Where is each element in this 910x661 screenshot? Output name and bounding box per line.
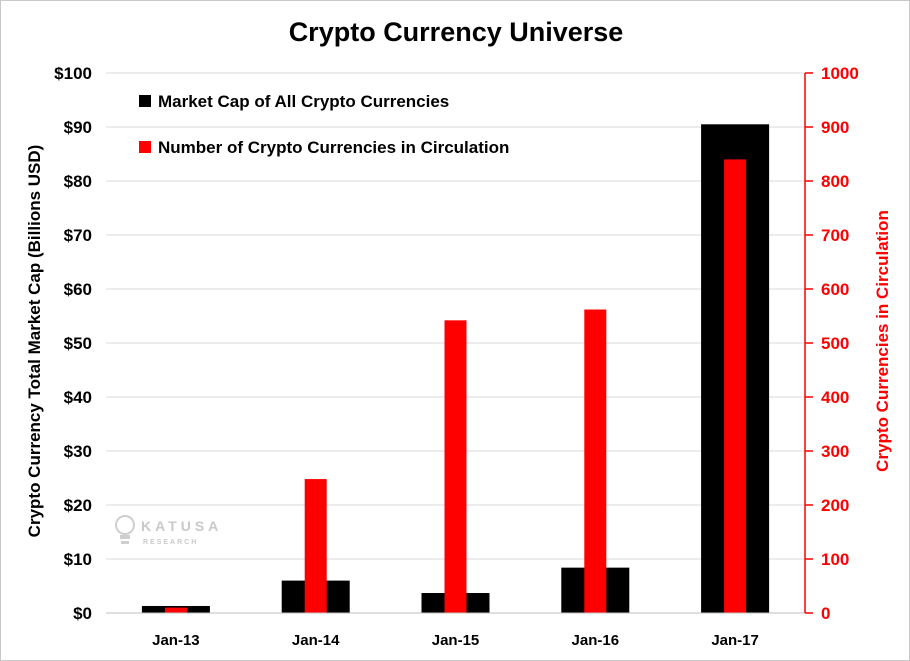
- legend-label-market-cap: Market Cap of All Crypto Currencies: [158, 92, 449, 111]
- y-tick-label: $50: [64, 334, 92, 353]
- y2-tick-label: 700: [821, 226, 849, 245]
- watermark: KATUSA RESEARCH: [115, 515, 222, 546]
- bar-number-of-currencies: [304, 479, 327, 613]
- legend-swatch-market-cap: [139, 95, 151, 107]
- y2-tick-label: 1000: [821, 64, 859, 83]
- bar-number-of-currencies: [164, 607, 187, 613]
- legend-item-market-cap: Market Cap of All Crypto Currencies: [139, 92, 449, 111]
- chart-title: Crypto Currency Universe: [289, 17, 624, 47]
- legend-swatch-number-of-currencies: [139, 141, 151, 153]
- bar-number-of-currencies: [584, 309, 607, 613]
- y2-tick-label: 900: [821, 118, 849, 137]
- y2-tick-label: 200: [821, 496, 849, 515]
- x-tick-label: Jan-15: [432, 632, 480, 649]
- y-tick-label: $70: [64, 226, 92, 245]
- y-tick-label: $10: [64, 550, 92, 569]
- y-tick-label: $40: [64, 388, 92, 407]
- y-tick-label: $80: [64, 172, 92, 191]
- y-tick-label: $30: [64, 442, 92, 461]
- y2-tick-label: 300: [821, 442, 849, 461]
- y2-axis-title: Crypto Currencies in Circulation: [873, 210, 892, 472]
- x-tick-label: Jan-16: [572, 632, 620, 649]
- y-tick-label: $20: [64, 496, 92, 515]
- lightbulb-icon: [115, 515, 135, 544]
- y-tick-label: $0: [73, 604, 92, 623]
- x-tick-label: Jan-14: [292, 632, 340, 649]
- axes: [106, 72, 813, 614]
- legend: Market Cap of All Crypto Currencies Numb…: [139, 92, 509, 157]
- y2-tick-label: 600: [821, 280, 849, 299]
- y2-tick-label: 0: [821, 604, 830, 623]
- y-tick-label: $90: [64, 118, 92, 137]
- bar-number-of-currencies: [724, 159, 747, 613]
- y2-tick-label: 100: [821, 550, 849, 569]
- legend-item-number-of-currencies: Number of Crypto Currencies in Circulati…: [139, 138, 509, 157]
- tick-labels: $0 0 $10 100 $20 200 $30 300 $40 400 $50 500 $60 600 $…: [54, 64, 859, 649]
- y-tick-label: $60: [64, 280, 92, 299]
- y2-tick-label: 400: [821, 388, 849, 407]
- x-tick-label: Jan-13: [152, 632, 200, 649]
- bars: [141, 124, 770, 614]
- watermark-text: KATUSA: [141, 518, 222, 534]
- y-axis-title: Crypto Currency Total Market Cap (Billio…: [25, 145, 44, 538]
- y2-tick-label: 800: [821, 172, 849, 191]
- watermark-subtext: RESEARCH: [143, 539, 198, 546]
- y2-tick-label: 500: [821, 334, 849, 353]
- bar-number-of-currencies: [444, 320, 467, 613]
- x-tick-label: Jan-17: [711, 632, 759, 649]
- y-tick-label: $100: [54, 64, 92, 83]
- legend-label-number-of-currencies: Number of Crypto Currencies in Circulati…: [158, 138, 509, 157]
